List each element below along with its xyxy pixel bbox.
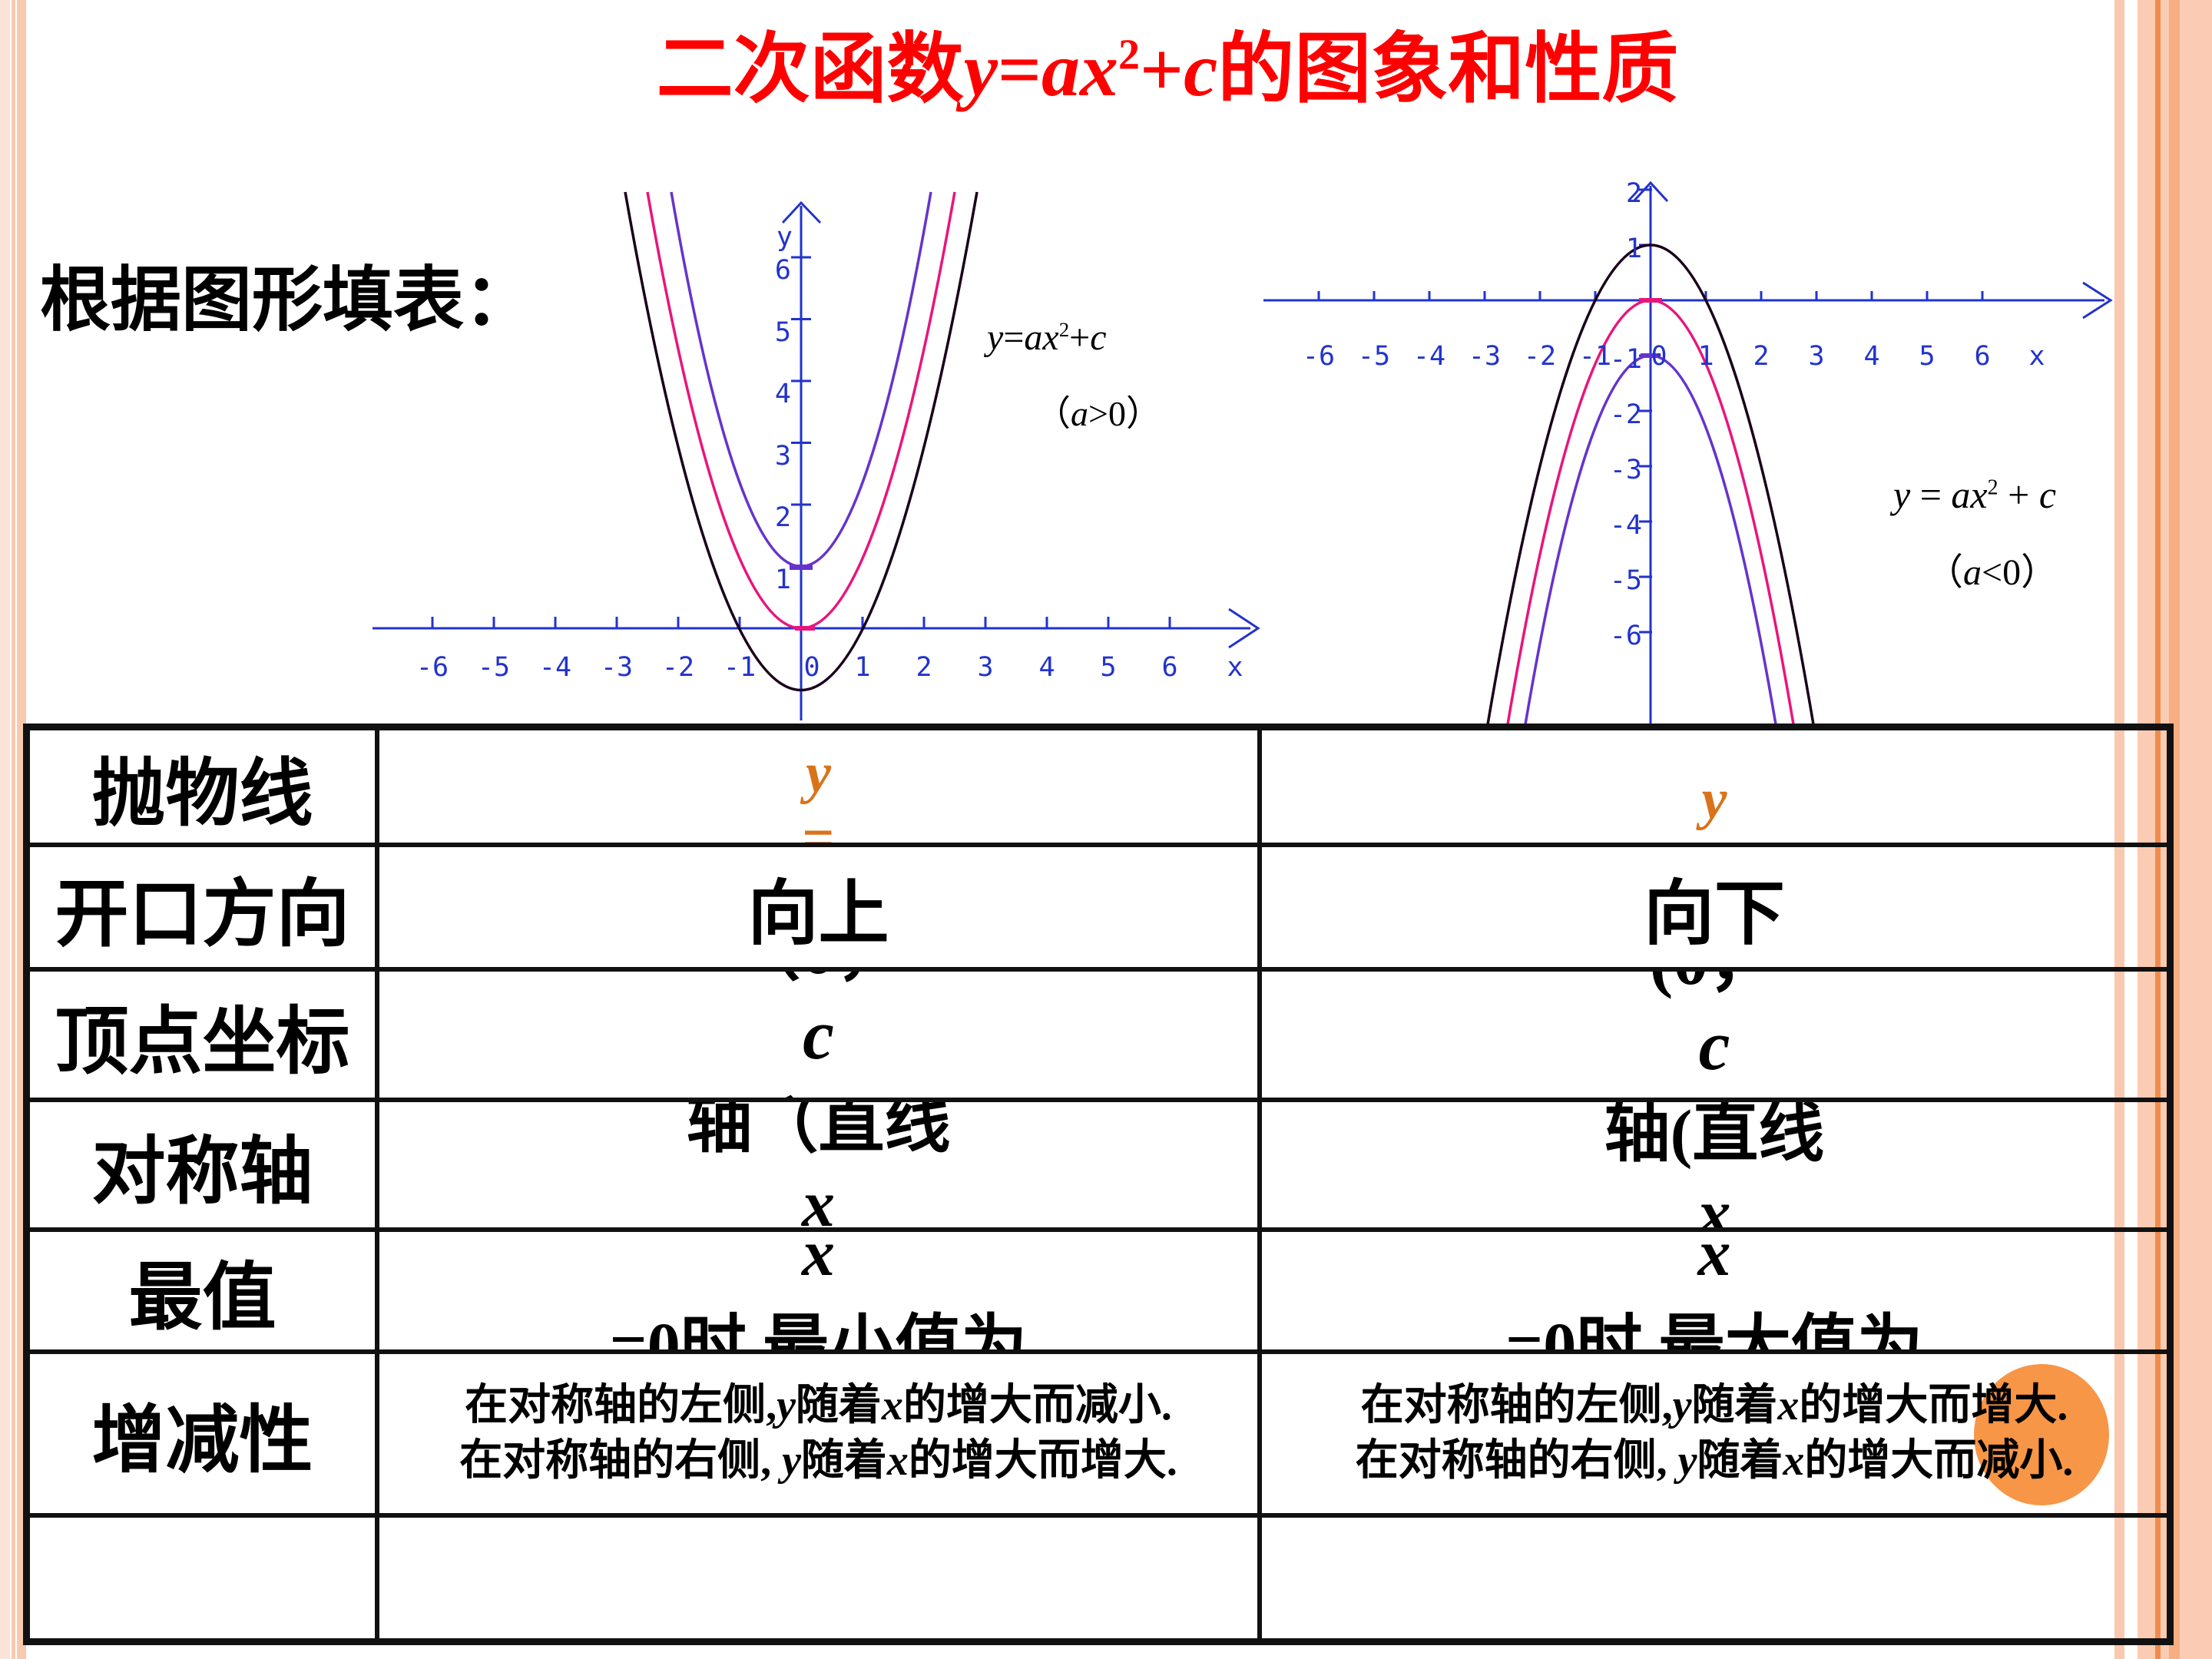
x-tick-label: 4 — [1038, 652, 1055, 683]
properties-table: 抛物线 y=ax2 +c(a>0) y=ax2 +c(a<0) 开口方向 向上 … — [23, 724, 2174, 1645]
row-header-axis-of-symmetry: 对称轴 — [30, 1102, 379, 1232]
x-tick-label: 0 — [803, 652, 820, 683]
y-tick-label: -3 — [1610, 455, 1642, 485]
cell-opens-downward: 向下 — [1262, 847, 2167, 972]
fill-table-instruction: 根据图形填表： — [40, 261, 535, 339]
x-tick-label: 4 — [1863, 341, 1879, 372]
x-tick-label: 5 — [1919, 341, 1935, 372]
row-header-vertex: 顶点坐标 — [30, 972, 379, 1102]
condition-label-a-positive: （a>0） — [1035, 394, 1161, 433]
x-tick-label: -6 — [1303, 341, 1335, 372]
x-tick-label: -2 — [662, 652, 694, 683]
cell-monotonicity-left: 在对称轴的左侧,y随着x的增大而减小. 在对称轴的右侧, y随着x的增大而增大. — [379, 1354, 1262, 1518]
y-tick-label: -6 — [1610, 621, 1642, 651]
cell-maximum: 当x=0时,最大值为c — [1262, 1232, 2167, 1354]
parabola-black-c1 — [1486, 243, 1815, 725]
row-header-monotonicity: 增减性 — [30, 1354, 379, 1518]
x-tick-label: -2 — [1524, 341, 1556, 372]
x-tick-label: -5 — [1358, 341, 1390, 372]
right-border-orange-line — [2155, 0, 2161, 1659]
x-tick-label: 1 — [1697, 341, 1714, 372]
y-axis-letter: y — [777, 222, 793, 253]
y-tick-label: 1 — [1626, 233, 1642, 264]
x-tick-label: 0 — [1651, 341, 1667, 372]
x-tick-label: -3 — [1469, 341, 1501, 372]
row-header-opening-direction: 开口方向 — [30, 847, 379, 972]
cell-monotonicity-right: 在对称轴的左侧,y随着x的增大而增大. 在对称轴的右侧, y随着x的增大而减小. — [1262, 1354, 2167, 1518]
cell-symmetry-right: y轴(直线x=0) — [1262, 1102, 2167, 1232]
empty-row-left-cell — [379, 1518, 1262, 1638]
x-axis-letter: x — [2028, 341, 2045, 372]
x-axis-letter: x — [1227, 652, 1243, 683]
x-tick-label: -1 — [724, 652, 756, 683]
x-tick-label: -5 — [478, 652, 510, 683]
purple-vertex-dash — [1641, 353, 1661, 358]
y-tick-label: -1 — [1610, 344, 1642, 375]
cell-opens-upward: 向上 — [379, 847, 1262, 972]
cell-minimum: 当x=0时,最小值为c — [379, 1232, 1262, 1354]
y-tick-label: -4 — [1610, 510, 1642, 541]
equation-label-a-positive: y=ax2+c — [987, 317, 1107, 358]
x-tick-label: 1 — [854, 652, 870, 683]
graph-a-positive: -6 -5 -4 -3 -2 -1 0 1 2 3 4 5 6 x 6 5 4 … — [373, 191, 1260, 720]
y-tick-label: -2 — [1610, 399, 1642, 430]
x-tick-label: 5 — [1100, 652, 1116, 683]
row-header-extremum: 最值 — [30, 1232, 379, 1354]
x-tick-label: 3 — [977, 652, 993, 683]
y-tick-label: 2 — [1626, 178, 1642, 209]
cell-symmetry-left: y轴（直线x=0） — [379, 1102, 1262, 1232]
monotonicity-left-line2: 在对称轴的右侧, y随着x的增大而增大. — [459, 1436, 1177, 1485]
x-tick-label: 6 — [1161, 652, 1177, 683]
x-tick-marks — [1317, 291, 1984, 300]
x-tick-label: -4 — [1413, 341, 1445, 372]
equation-label-a-negative: y = ax2 + c — [1893, 473, 2057, 516]
left-border-stripe-outer — [0, 0, 10, 1659]
x-tick-label: 2 — [916, 652, 932, 683]
y-tick-label: 1 — [775, 565, 791, 595]
x-axis-arrow-icon — [1228, 608, 1260, 649]
monotonicity-right-line1: 在对称轴的左侧,y随着x的增大而增大. — [1360, 1382, 2068, 1430]
purple-vertex-dash — [790, 565, 813, 570]
x-tick-label: 6 — [1974, 341, 1990, 372]
page-title: 二次函数y=ax2+c的图象和性质 — [656, 27, 1679, 112]
cell-vertex-right: (0，c) — [1262, 972, 2167, 1102]
empty-row-label-cell — [30, 1518, 379, 1638]
y-tick-label: 2 — [775, 502, 791, 533]
cell-formula-a-negative: y=ax2 +c(a<0) — [1262, 730, 2167, 847]
cell-formula-a-positive: y=ax2 +c(a>0) — [379, 730, 1262, 847]
y-tick-label: 4 — [775, 379, 791, 409]
x-tick-label: -1 — [1579, 341, 1611, 372]
pink-vertex-dash — [1639, 298, 1662, 303]
left-border-stripe-thin — [12, 0, 15, 1659]
y-tick-label: 5 — [775, 317, 791, 348]
y-axis-arrow-icon — [1632, 180, 1669, 203]
x-tick-marks — [431, 617, 1171, 628]
x-axis-arrow-icon — [2082, 281, 2113, 320]
condition-label-a-negative: （a<0） — [1926, 552, 2058, 593]
graph-a-negative: -6 -5 -4 -3 -2 -1 0 1 2 3 4 5 6 x 2 1 -1… — [1263, 178, 2113, 725]
cell-vertex-left: （0，c） — [379, 972, 1262, 1102]
pink-vertex-dash — [795, 626, 815, 631]
x-tick-label: -6 — [416, 652, 449, 683]
empty-row-right-cell — [1262, 1518, 2167, 1638]
x-tick-label: 3 — [1808, 341, 1824, 372]
y-tick-label: 6 — [775, 255, 791, 286]
y-axis-arrow-icon — [781, 200, 822, 224]
y-tick-label: -5 — [1610, 565, 1642, 596]
parabola-black-cneg1 — [624, 191, 979, 692]
monotonicity-left-line1: 在对称轴的左侧,y随着x的增大而减小. — [465, 1382, 1172, 1430]
row-header-parabola: 抛物线 — [30, 730, 379, 847]
y-tick-label: 3 — [775, 441, 791, 472]
x-tick-label: -4 — [539, 652, 571, 683]
x-tick-label: 2 — [1753, 341, 1769, 372]
monotonicity-right-line2: 在对称轴的右侧, y随着x的增大而减小. — [1355, 1436, 2074, 1485]
right-border-stripe-thin — [2114, 0, 2124, 1659]
orange-circle-accent — [1974, 1364, 2109, 1505]
x-tick-label: -3 — [601, 652, 633, 683]
